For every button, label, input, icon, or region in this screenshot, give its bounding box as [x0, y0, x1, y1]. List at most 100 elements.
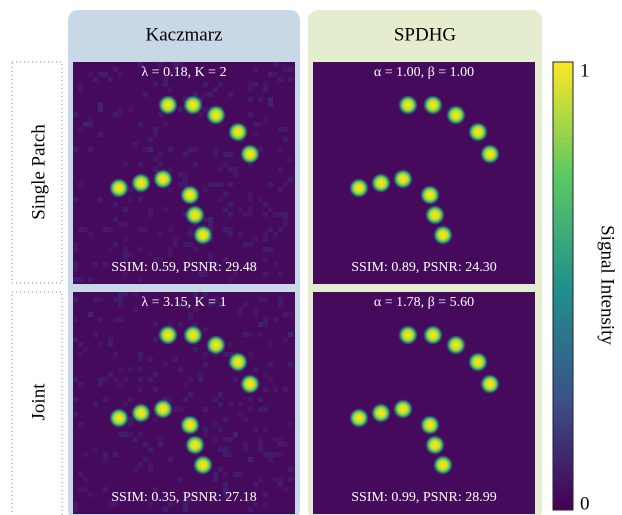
noise [143, 227, 148, 232]
noise [223, 437, 228, 442]
particle [109, 408, 129, 428]
noise [258, 447, 263, 452]
noise [238, 232, 243, 237]
noise [228, 227, 233, 232]
noise [93, 447, 98, 452]
noise [238, 412, 243, 417]
noise [128, 397, 133, 402]
noise [253, 132, 258, 137]
noise [98, 102, 103, 107]
noise [203, 352, 208, 357]
particle [446, 105, 466, 125]
noise [113, 242, 118, 247]
noise [173, 237, 178, 242]
particle [468, 122, 488, 142]
noise [278, 477, 283, 482]
noise [73, 112, 78, 117]
panel-metrics: SSIM: 0.99, PSNR: 28.99 [351, 490, 496, 505]
noise [223, 352, 228, 357]
noise [218, 467, 223, 472]
noise [118, 382, 123, 387]
noise [108, 227, 113, 232]
noise [143, 92, 148, 97]
noise [263, 492, 268, 497]
colorbar-tick: 1 [580, 60, 590, 81]
noise [278, 147, 283, 152]
noise [158, 437, 163, 442]
noise [213, 87, 218, 92]
noise [268, 362, 273, 367]
noise [93, 332, 98, 337]
noise [283, 182, 288, 187]
noise [183, 172, 188, 177]
noise [123, 432, 128, 437]
noise [203, 427, 208, 432]
noise [218, 167, 223, 172]
particle [393, 169, 413, 189]
noise [188, 377, 193, 382]
noise [128, 422, 133, 427]
noise [163, 507, 168, 512]
noise [188, 317, 193, 322]
noise [198, 377, 203, 382]
noise [253, 67, 258, 72]
noise [258, 437, 263, 442]
noise [73, 507, 78, 512]
noise [118, 367, 123, 372]
noise [78, 487, 83, 492]
noise [273, 262, 278, 267]
noise [273, 452, 278, 457]
noise [188, 227, 193, 232]
noise [233, 432, 238, 437]
noise [73, 262, 78, 267]
noise [73, 197, 78, 202]
noise [278, 437, 283, 442]
noise [288, 67, 293, 72]
noise [73, 267, 78, 272]
noise [123, 402, 128, 407]
noise [138, 162, 143, 167]
noise [103, 457, 108, 462]
noise [183, 507, 188, 512]
noise [93, 402, 98, 407]
page: {"columns": ["Kaczmarz", "SPDHG"], "rows… [0, 0, 622, 515]
noise [278, 442, 283, 447]
noise [248, 397, 253, 402]
noise [163, 82, 168, 87]
noise [263, 407, 268, 412]
image-panel [313, 292, 535, 514]
particle [425, 435, 445, 455]
noise [153, 372, 158, 377]
noise [278, 77, 283, 82]
noise [203, 187, 208, 192]
noise [133, 437, 138, 442]
noise [258, 332, 263, 337]
noise [268, 97, 273, 102]
noise [103, 72, 108, 77]
noise [113, 352, 118, 357]
colorbar-tick: 0 [580, 493, 590, 514]
noise [148, 212, 153, 217]
noise [113, 112, 118, 117]
noise [283, 387, 288, 392]
noise [103, 487, 108, 492]
noise [248, 352, 253, 357]
noise [228, 167, 233, 172]
noise [278, 212, 283, 217]
noise [278, 272, 283, 277]
noise [228, 202, 233, 207]
noise [78, 342, 83, 347]
noise [153, 127, 158, 132]
noise [233, 167, 238, 172]
noise [273, 232, 278, 237]
noise [253, 482, 258, 487]
noise [153, 322, 158, 327]
particle [180, 415, 200, 435]
noise [118, 302, 123, 307]
noise [88, 147, 93, 152]
noise [118, 72, 123, 77]
noise [218, 402, 223, 407]
noise [98, 72, 103, 77]
noise [258, 97, 263, 102]
noise [248, 197, 253, 202]
